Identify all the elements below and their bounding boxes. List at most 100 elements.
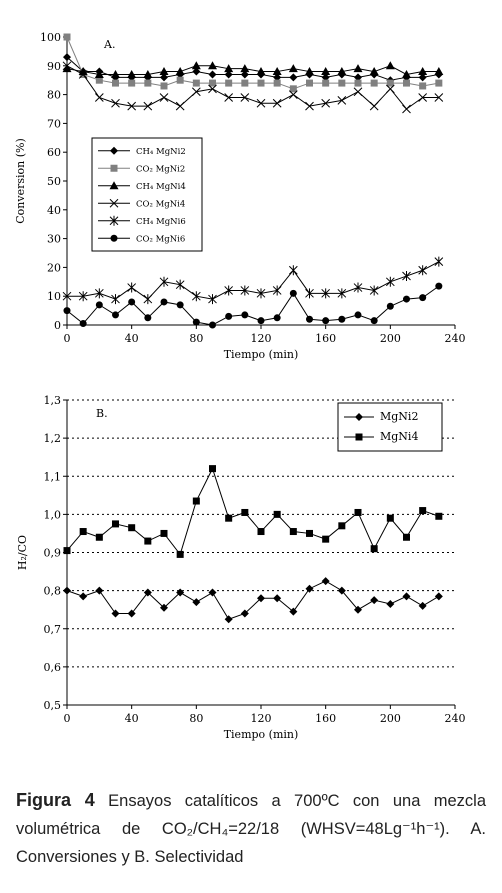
data-point [403, 533, 410, 541]
data-point [369, 285, 379, 296]
caption-text: Ensayos catalíticos a 700ºC con una mezc… [16, 792, 486, 866]
data-point [175, 67, 185, 76]
data-point [402, 69, 411, 78]
y-tick-label: 50 [47, 175, 61, 188]
data-point [95, 533, 103, 541]
data-point [272, 98, 282, 108]
data-point [306, 315, 313, 323]
x-tick-label: 0 [64, 332, 71, 345]
series-line [67, 261, 440, 300]
legend-box [91, 137, 203, 252]
series-line [66, 580, 440, 620]
data-point [127, 609, 136, 618]
data-point [224, 70, 233, 79]
data-point [175, 101, 185, 111]
data-point [435, 282, 443, 290]
data-point [240, 285, 250, 296]
data-point [256, 98, 266, 108]
data-point [353, 64, 363, 73]
data-point [240, 70, 249, 79]
panel-label: B. [96, 407, 108, 420]
data-point [240, 609, 249, 618]
y-tick-label: 1,0 [44, 508, 62, 521]
data-point [159, 93, 169, 102]
data-point [288, 64, 298, 73]
data-point [192, 79, 200, 87]
data-point [94, 93, 104, 102]
data-point [240, 64, 250, 73]
data-point [306, 529, 313, 537]
data-point [111, 609, 120, 618]
data-point [419, 507, 427, 515]
series-1 [63, 33, 443, 93]
data-point [402, 104, 411, 114]
data-point [225, 79, 233, 87]
data-point [191, 87, 201, 97]
y-tick-label: 100 [40, 31, 61, 44]
data-point [95, 76, 103, 84]
data-point [354, 79, 362, 87]
data-point [434, 67, 444, 76]
data-point [305, 584, 314, 593]
data-point [192, 598, 201, 607]
data-point [191, 61, 201, 70]
legend-label: CO₂ MgNi4 [136, 199, 185, 209]
x-axis-label: Tiempo (min) [224, 728, 299, 741]
x-tick-label: 120 [251, 712, 272, 725]
data-point [209, 465, 216, 473]
data-point [63, 586, 71, 595]
data-point [386, 302, 394, 310]
data-point [418, 93, 428, 102]
data-point [209, 321, 216, 329]
chart-a: 0 10 20 30 40 50 60 70 80 90 100 0 40 80 120 160 200 240 T… [14, 31, 466, 361]
data-point [369, 101, 379, 111]
data-point [321, 98, 331, 108]
data-point [209, 79, 216, 87]
data-point [159, 67, 169, 76]
data-point [144, 79, 152, 87]
x-tick-label: 160 [315, 332, 336, 345]
data-point [272, 285, 282, 296]
y-tick-label: 20 [47, 261, 61, 274]
y-tick-label: 30 [47, 233, 61, 246]
series-5 [63, 282, 443, 329]
y-axis-label: H₂/CO [16, 535, 29, 570]
x-tick-label: 40 [125, 712, 139, 725]
legend-label: MgNi2 [380, 410, 418, 423]
x-tick-label: 80 [189, 332, 203, 345]
data-point [241, 311, 249, 319]
data-point [79, 320, 87, 328]
data-point [434, 256, 444, 267]
data-point [78, 291, 88, 302]
data-point [418, 601, 427, 610]
data-point [63, 307, 71, 315]
data-point [385, 276, 395, 287]
x-tick-label: 40 [125, 332, 139, 345]
x-axis-label: Tiempo (min) [224, 348, 299, 361]
data-point [240, 93, 250, 102]
data-point [273, 594, 282, 603]
data-point [288, 90, 298, 99]
legend-box [337, 402, 443, 452]
data-point [354, 508, 362, 516]
data-point [273, 73, 282, 82]
data-point [191, 291, 201, 302]
data-point [111, 98, 120, 108]
legend-label: CO₂ MgNi2 [136, 164, 185, 174]
data-point [175, 279, 185, 290]
x-tick-label: 80 [189, 712, 203, 725]
y-tick-label: 0 [54, 319, 61, 332]
series-3 [62, 61, 444, 114]
data-point [127, 101, 137, 111]
data-point [418, 73, 427, 82]
data-point [419, 82, 427, 90]
y-tick-label: 0,9 [44, 547, 62, 560]
legend-marker [109, 198, 119, 208]
data-point [225, 312, 233, 320]
data-point [176, 588, 185, 597]
data-point [225, 514, 233, 522]
data-point [353, 87, 363, 97]
legend-marker [355, 413, 363, 421]
data-point [418, 67, 428, 76]
data-point [256, 67, 266, 76]
